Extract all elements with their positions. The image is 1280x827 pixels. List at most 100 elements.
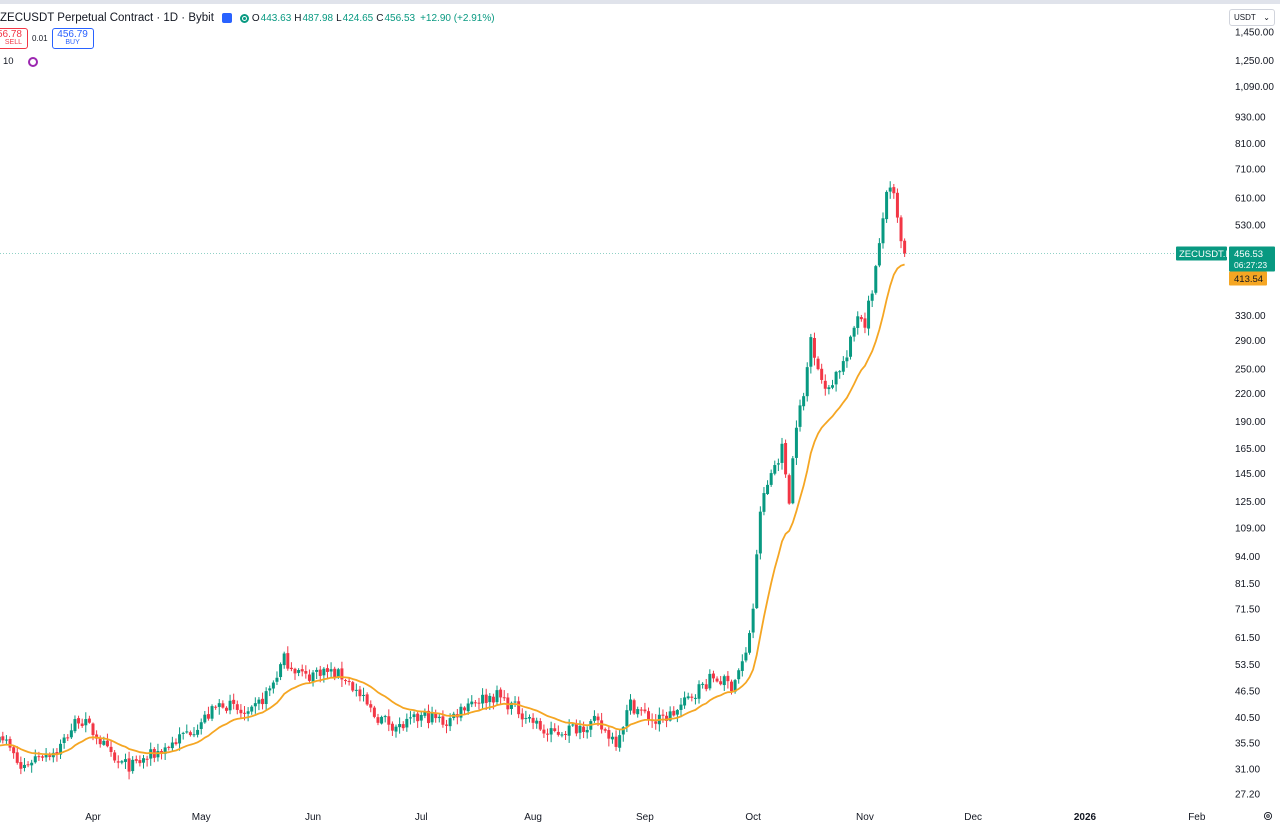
- candle: [737, 668, 741, 684]
- candle: [235, 700, 239, 715]
- candle: [51, 748, 55, 763]
- sell-button[interactable]: 456.78 SELL: [0, 28, 28, 49]
- candle: [672, 706, 676, 717]
- candle: [477, 697, 481, 710]
- currency-selector[interactable]: USDT ⌄: [1229, 9, 1275, 26]
- candle: [221, 700, 225, 709]
- candle: [408, 711, 412, 725]
- ohlc-label: H: [294, 13, 302, 24]
- candle: [769, 469, 773, 487]
- candle: [311, 670, 315, 687]
- candle: [614, 730, 618, 751]
- candle: [636, 706, 640, 718]
- candle: [394, 724, 398, 738]
- candle: [188, 730, 192, 737]
- candle: [549, 721, 553, 743]
- candle: [152, 747, 156, 763]
- candle: [412, 711, 416, 723]
- chevron-down-icon: ⌄: [1263, 13, 1270, 22]
- y-tick-label: 1,250.00: [1235, 56, 1274, 67]
- candle: [827, 384, 831, 395]
- candle: [524, 710, 528, 724]
- candle: [315, 667, 319, 680]
- candle: [105, 733, 109, 748]
- candle: [527, 714, 531, 723]
- x-tick-label: 2026: [1074, 812, 1097, 823]
- candle: [791, 456, 795, 505]
- candle: [603, 727, 607, 733]
- x-tick-label: Sep: [636, 812, 654, 823]
- candle: [33, 749, 37, 764]
- candle: [282, 651, 286, 669]
- candle: [116, 755, 120, 769]
- candle: [841, 356, 845, 376]
- candle: [628, 694, 632, 715]
- candle: [679, 697, 683, 718]
- candle: [481, 688, 485, 710]
- symbol-title[interactable]: ZECUSDT Perpetual Contract · 1D · Bybit: [0, 12, 214, 24]
- y-tick-label: 610.00: [1235, 193, 1266, 204]
- candle: [802, 392, 806, 411]
- candle: [163, 743, 167, 760]
- candle: [708, 669, 712, 691]
- ohlc-label: O: [251, 13, 260, 24]
- candle: [206, 706, 210, 721]
- candle: [520, 708, 524, 728]
- candle: [365, 692, 369, 706]
- candle: [553, 723, 557, 733]
- candle: [199, 718, 203, 735]
- loading-icon: [27, 56, 38, 67]
- ohlc-value: 487.98: [302, 13, 334, 24]
- candle: [40, 755, 44, 762]
- candle: [834, 370, 838, 392]
- candle: [697, 680, 701, 704]
- candle: [863, 312, 867, 334]
- y-tick-label: 290.00: [1235, 336, 1266, 347]
- candle: [69, 723, 73, 739]
- candle: [693, 694, 697, 705]
- x-tick-label: Nov: [856, 812, 874, 823]
- candle: [340, 661, 344, 687]
- candle: [560, 732, 564, 738]
- candle: [398, 717, 402, 734]
- candle: [372, 705, 376, 719]
- candle: [849, 335, 853, 360]
- y-tick-label: 71.50: [1235, 604, 1260, 615]
- candle: [690, 693, 694, 702]
- candle: [719, 675, 723, 686]
- candle: [632, 698, 636, 715]
- candle: [203, 710, 207, 724]
- candle: [261, 692, 265, 710]
- x-tick-label: Aug: [524, 812, 542, 823]
- candle: [867, 295, 871, 336]
- candle: [574, 719, 578, 737]
- candle: [329, 662, 333, 679]
- candle: [787, 473, 791, 505]
- ma-length[interactable]: 10: [3, 56, 14, 67]
- candle: [8, 736, 12, 752]
- candle: [268, 685, 272, 697]
- candle: [755, 549, 759, 610]
- last-price-value: 456.53: [1234, 249, 1263, 260]
- y-tick-label: 810.00: [1235, 139, 1266, 150]
- candle: [264, 687, 268, 711]
- y-tick-label: 710.00: [1235, 164, 1266, 175]
- candle: [585, 726, 589, 739]
- candle: [556, 725, 560, 737]
- candle: [434, 709, 438, 723]
- buy-button[interactable]: 456.79 BUY: [51, 28, 94, 49]
- candle: [794, 420, 798, 465]
- candle: [437, 713, 441, 723]
- moving-average-series: [0, 263, 905, 756]
- candle: [773, 460, 777, 476]
- gear-icon[interactable]: [1263, 811, 1273, 821]
- candle: [120, 760, 124, 765]
- candle: [77, 715, 81, 729]
- candle: [217, 699, 221, 715]
- candle: [484, 688, 488, 711]
- sell-price: 456.78: [0, 29, 22, 40]
- candle: [369, 700, 373, 713]
- candle: [376, 713, 380, 726]
